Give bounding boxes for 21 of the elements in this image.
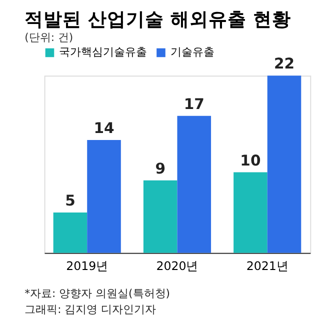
text: *자료: 양향자 의원실(특허청) bbox=[24, 287, 170, 300]
bar bbox=[267, 76, 302, 253]
data-label: 17 bbox=[184, 96, 204, 113]
bar bbox=[234, 172, 268, 253]
bar bbox=[143, 180, 178, 253]
x-tick-label: 2021년 bbox=[246, 259, 288, 274]
data-label: 9 bbox=[155, 160, 166, 178]
legend-label: 국가핵심기술유출 bbox=[59, 46, 148, 59]
data-label: 22 bbox=[274, 56, 295, 73]
x-tick-label: 2020년 bbox=[156, 259, 198, 274]
data-label: 14 bbox=[94, 120, 114, 138]
data-label: 10 bbox=[240, 152, 261, 170]
legend-label: 기술유출 bbox=[170, 46, 214, 59]
chart-subtitle: (단위: 건) bbox=[24, 31, 74, 44]
bar bbox=[177, 116, 212, 253]
bar bbox=[87, 140, 121, 253]
chart-title: 적발된 산업기술 해외유출 현황 bbox=[24, 9, 292, 30]
text: 그래픽: 김지영 디자인기자 bbox=[24, 302, 156, 316]
bar bbox=[53, 212, 88, 253]
x-tick-label: 2019년 bbox=[66, 259, 108, 274]
data-label: 5 bbox=[65, 192, 76, 210]
